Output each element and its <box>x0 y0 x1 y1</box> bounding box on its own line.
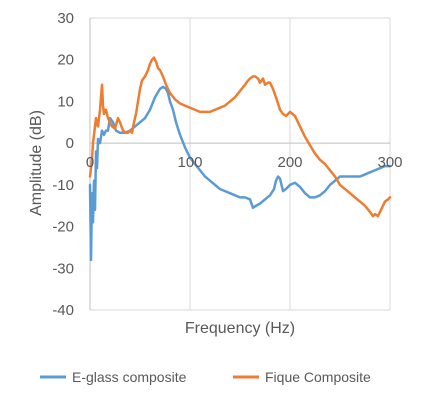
y-tick-label: 10 <box>57 93 74 110</box>
y-axis-title: Amplitude (dB) <box>28 110 45 216</box>
axes <box>89 18 390 310</box>
x-tick-label: 200 <box>277 154 302 171</box>
y-tick-label: -40 <box>52 302 74 319</box>
series-group <box>88 56 392 262</box>
legend-label-1: Fique Composite <box>265 369 371 385</box>
series-line-1 <box>88 56 392 218</box>
legend: E-glass composite Fique Composite <box>40 369 371 385</box>
y-tick-label: 20 <box>57 52 74 69</box>
series-line-0 <box>88 85 392 262</box>
y-tick-label: 0 <box>66 135 74 152</box>
grid-lines <box>90 17 391 311</box>
y-tick-labels: 30 20 10 0 -10 -20 -30 -40 <box>52 10 74 319</box>
x-axis-title: Frequency (Hz) <box>185 320 295 337</box>
x-tick-label: 300 <box>377 154 402 171</box>
y-tick-label: -30 <box>52 260 74 277</box>
x-tick-label: 0 <box>86 154 94 171</box>
y-tick-label: -10 <box>52 177 74 194</box>
y-tick-label: 30 <box>57 10 74 27</box>
legend-label-0: E-glass composite <box>72 369 187 385</box>
x-tick-labels: 0 100 200 300 <box>86 154 403 171</box>
y-tick-label: -20 <box>52 219 74 236</box>
x-tick-label: 100 <box>177 154 202 171</box>
